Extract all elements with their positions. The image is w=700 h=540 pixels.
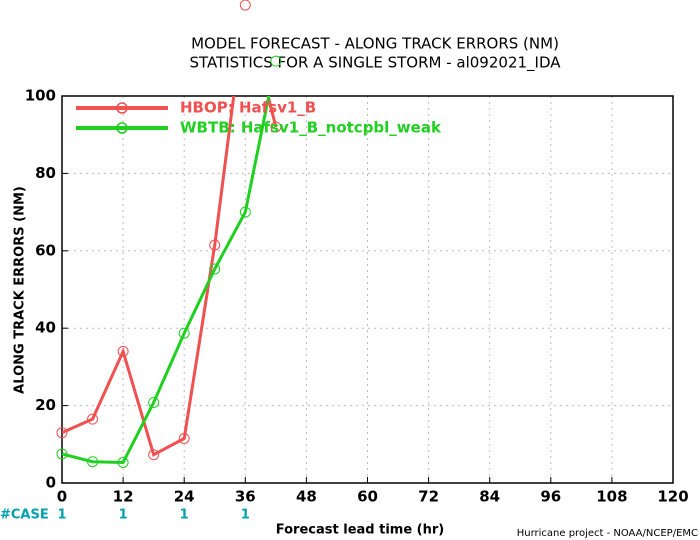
- y-tick-label: 40: [35, 319, 56, 337]
- data-point: [209, 263, 221, 275]
- y-tick-label: 60: [35, 241, 56, 259]
- legend-marker: [116, 102, 128, 114]
- data-point: [178, 327, 190, 339]
- data-point: [270, 55, 282, 67]
- footer: Hurricane project - NOAA/NCEP/EMC: [517, 528, 698, 539]
- series-line: [62, 96, 278, 457]
- x-tick-label: 36: [235, 488, 256, 506]
- legend-marker: [116, 122, 128, 134]
- case-count: 1: [180, 508, 189, 523]
- x-axis-label: Forecast lead time (hr): [276, 523, 444, 538]
- x-tick-label: 48: [296, 488, 317, 506]
- data-point: [209, 239, 221, 251]
- data-point: [87, 456, 99, 468]
- data-point: [239, 206, 251, 218]
- x-tick-label: 72: [418, 488, 439, 506]
- x-tick-label: 120: [657, 488, 688, 506]
- legend-label: HBOP: Hafsv1_B: [180, 99, 316, 117]
- data-point: [117, 345, 129, 357]
- data-point: [117, 456, 129, 468]
- x-tick-label: 0: [57, 488, 67, 506]
- data-point: [178, 432, 190, 444]
- chart-subtitle: STATISTICS FOR A SINGLE STORM - al092021…: [189, 54, 561, 73]
- x-tick-label: 84: [479, 488, 500, 506]
- case-count: 1: [57, 508, 66, 523]
- data-point: [148, 449, 160, 461]
- data-point: [56, 448, 68, 460]
- y-tick-label: 20: [35, 396, 56, 414]
- x-tick-label: 96: [540, 488, 561, 506]
- y-axis-label: ALONG TRACK ERRORS (NM): [13, 186, 28, 394]
- chart-title: MODEL FORECAST - ALONG TRACK ERRORS (NM): [191, 35, 559, 53]
- data-point: [87, 413, 99, 425]
- x-tick-label: 24: [174, 488, 195, 506]
- data-point: [56, 427, 68, 439]
- y-tick-label: 0: [46, 474, 56, 492]
- y-tick-label: 100: [25, 87, 56, 105]
- data-point: [239, 0, 251, 11]
- data-point: [148, 397, 160, 409]
- x-tick-label: 12: [113, 488, 134, 506]
- y-tick-label: 80: [35, 164, 56, 182]
- legend-label: WBTB: Hafsv1_B_notcpbl_weak: [180, 119, 442, 137]
- plot-area: [62, 96, 278, 465]
- case-count: 1: [241, 508, 250, 523]
- plot-frame: [61, 95, 674, 484]
- case-label: #CASE: [0, 508, 49, 523]
- case-count: 1: [119, 508, 128, 523]
- x-tick-label: 60: [357, 488, 378, 506]
- data-point: [270, 121, 282, 133]
- x-tick-label: 108: [596, 488, 627, 506]
